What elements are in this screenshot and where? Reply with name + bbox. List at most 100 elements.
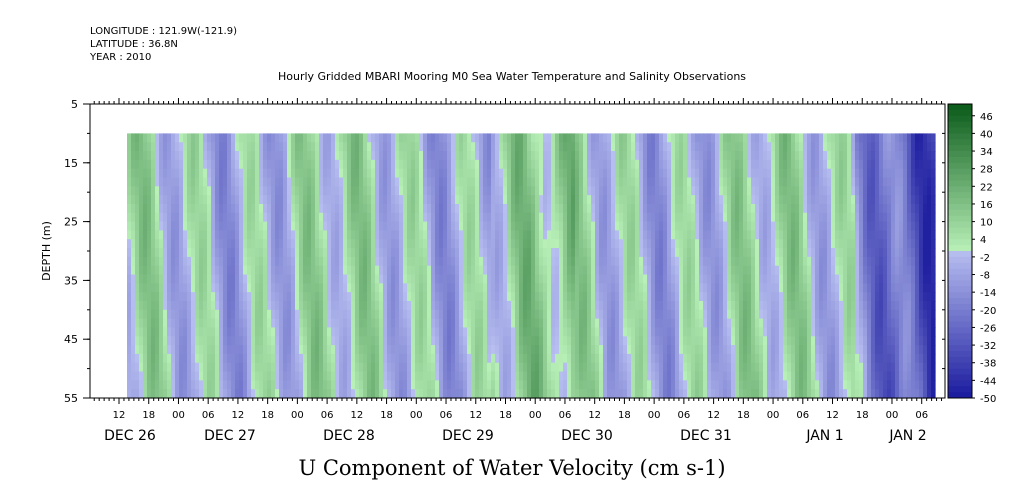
heatmap-cell [471, 292, 476, 302]
heatmap-cell [299, 283, 304, 293]
heatmap-cell [479, 230, 484, 240]
heatmap-cell [403, 265, 408, 276]
heatmap-cell [675, 309, 680, 320]
heatmap-cell [403, 300, 408, 311]
heatmap-cell [655, 265, 660, 276]
heatmap-cell [471, 256, 476, 267]
heatmap-cell [591, 151, 596, 161]
heatmap-cell [419, 362, 424, 373]
heatmap-cell [651, 371, 656, 381]
heatmap-cell [771, 309, 776, 320]
heatmap-cell [663, 389, 668, 399]
heatmap-cell [503, 265, 508, 276]
heatmap-cell [307, 274, 312, 284]
heatmap-cell [243, 265, 248, 276]
heatmap-cell [391, 318, 396, 329]
heatmap-cell [523, 318, 528, 329]
heatmap-cell [747, 177, 752, 187]
heatmap-cell [747, 256, 752, 267]
heatmap-cell [251, 362, 256, 373]
heatmap-cell [131, 292, 136, 302]
heatmap-cell [363, 362, 368, 373]
heatmap-cell [659, 230, 664, 240]
heatmap-cell [455, 353, 460, 364]
heatmap-cell [399, 203, 404, 214]
heatmap-cell [563, 248, 568, 258]
heatmap-cell [643, 212, 648, 223]
heatmap-cell [291, 256, 296, 267]
heatmap-cell [755, 151, 760, 161]
heatmap-cell [603, 380, 608, 390]
heatmap-cell [143, 168, 148, 179]
heatmap-cell [227, 353, 232, 364]
heatmap-cell [403, 283, 408, 293]
heatmap-cell [335, 177, 340, 187]
heatmap-cell [415, 318, 420, 329]
heatmap-cell [135, 336, 140, 346]
heatmap-cell [663, 327, 668, 337]
heatmap-cell [591, 274, 596, 284]
heatmap-cell [127, 177, 132, 187]
heatmap-cell [419, 283, 424, 293]
heatmap-cell [779, 389, 784, 399]
heatmap-cell [287, 274, 292, 284]
heatmap-cell [539, 300, 544, 311]
heatmap-cell [695, 371, 700, 381]
heatmap-cell [671, 142, 676, 152]
heatmap-cell [631, 353, 636, 364]
heatmap-cell [519, 389, 524, 399]
heatmap-cell [175, 345, 180, 355]
heatmap-cell [439, 186, 444, 196]
heatmap-cell [775, 309, 780, 320]
heatmap-cell [491, 203, 496, 214]
heatmap-cell [727, 186, 732, 196]
heatmap-cell [139, 345, 144, 355]
heatmap-cell [303, 380, 308, 390]
heatmap-cell [675, 292, 680, 302]
heatmap-cell [383, 265, 388, 276]
heatmap-cell [303, 265, 308, 276]
heatmap-cell [195, 353, 200, 364]
heatmap-cell [263, 256, 268, 267]
heatmap-cell [275, 283, 280, 293]
heatmap-cell [527, 353, 532, 364]
heatmap-cell [247, 195, 252, 205]
heatmap-cell [691, 265, 696, 276]
heatmap-cell [491, 283, 496, 293]
heatmap-cell [491, 159, 496, 170]
heatmap-cell [755, 380, 760, 390]
heatmap-cell [643, 177, 648, 187]
heatmap-cell [407, 309, 412, 320]
heatmap-cell [235, 256, 240, 267]
heatmap-cell [787, 389, 792, 399]
heatmap-cell [263, 203, 268, 214]
heatmap-cell [215, 300, 220, 311]
heatmap-cell [395, 186, 400, 196]
heatmap-cell [583, 380, 588, 390]
heatmap-cell [595, 212, 600, 223]
heatmap-cell [543, 195, 548, 205]
heatmap-cell [603, 327, 608, 337]
heatmap-cell [259, 309, 264, 320]
heatmap-cell [759, 212, 764, 223]
heatmap-cell [211, 274, 216, 284]
heatmap-cell [763, 151, 768, 161]
heatmap-cell [215, 248, 220, 258]
heatmap-cell [291, 186, 296, 196]
heatmap-cell [231, 142, 236, 152]
heatmap-cell [375, 203, 380, 214]
heatmap-cell [335, 353, 340, 364]
heatmap-cell [787, 318, 792, 329]
heatmap-cell [307, 318, 312, 329]
heatmap-cell [251, 195, 256, 205]
heatmap-cell [231, 327, 236, 337]
heatmap-cell [435, 327, 440, 337]
heatmap-cell [131, 212, 136, 223]
heatmap-cell [683, 159, 688, 170]
heatmap-cell [771, 353, 776, 364]
heatmap-cell [147, 256, 152, 267]
heatmap-cell [735, 177, 740, 187]
heatmap-cell [475, 300, 480, 311]
heatmap-cell [199, 353, 204, 364]
heatmap-cell [751, 186, 756, 196]
